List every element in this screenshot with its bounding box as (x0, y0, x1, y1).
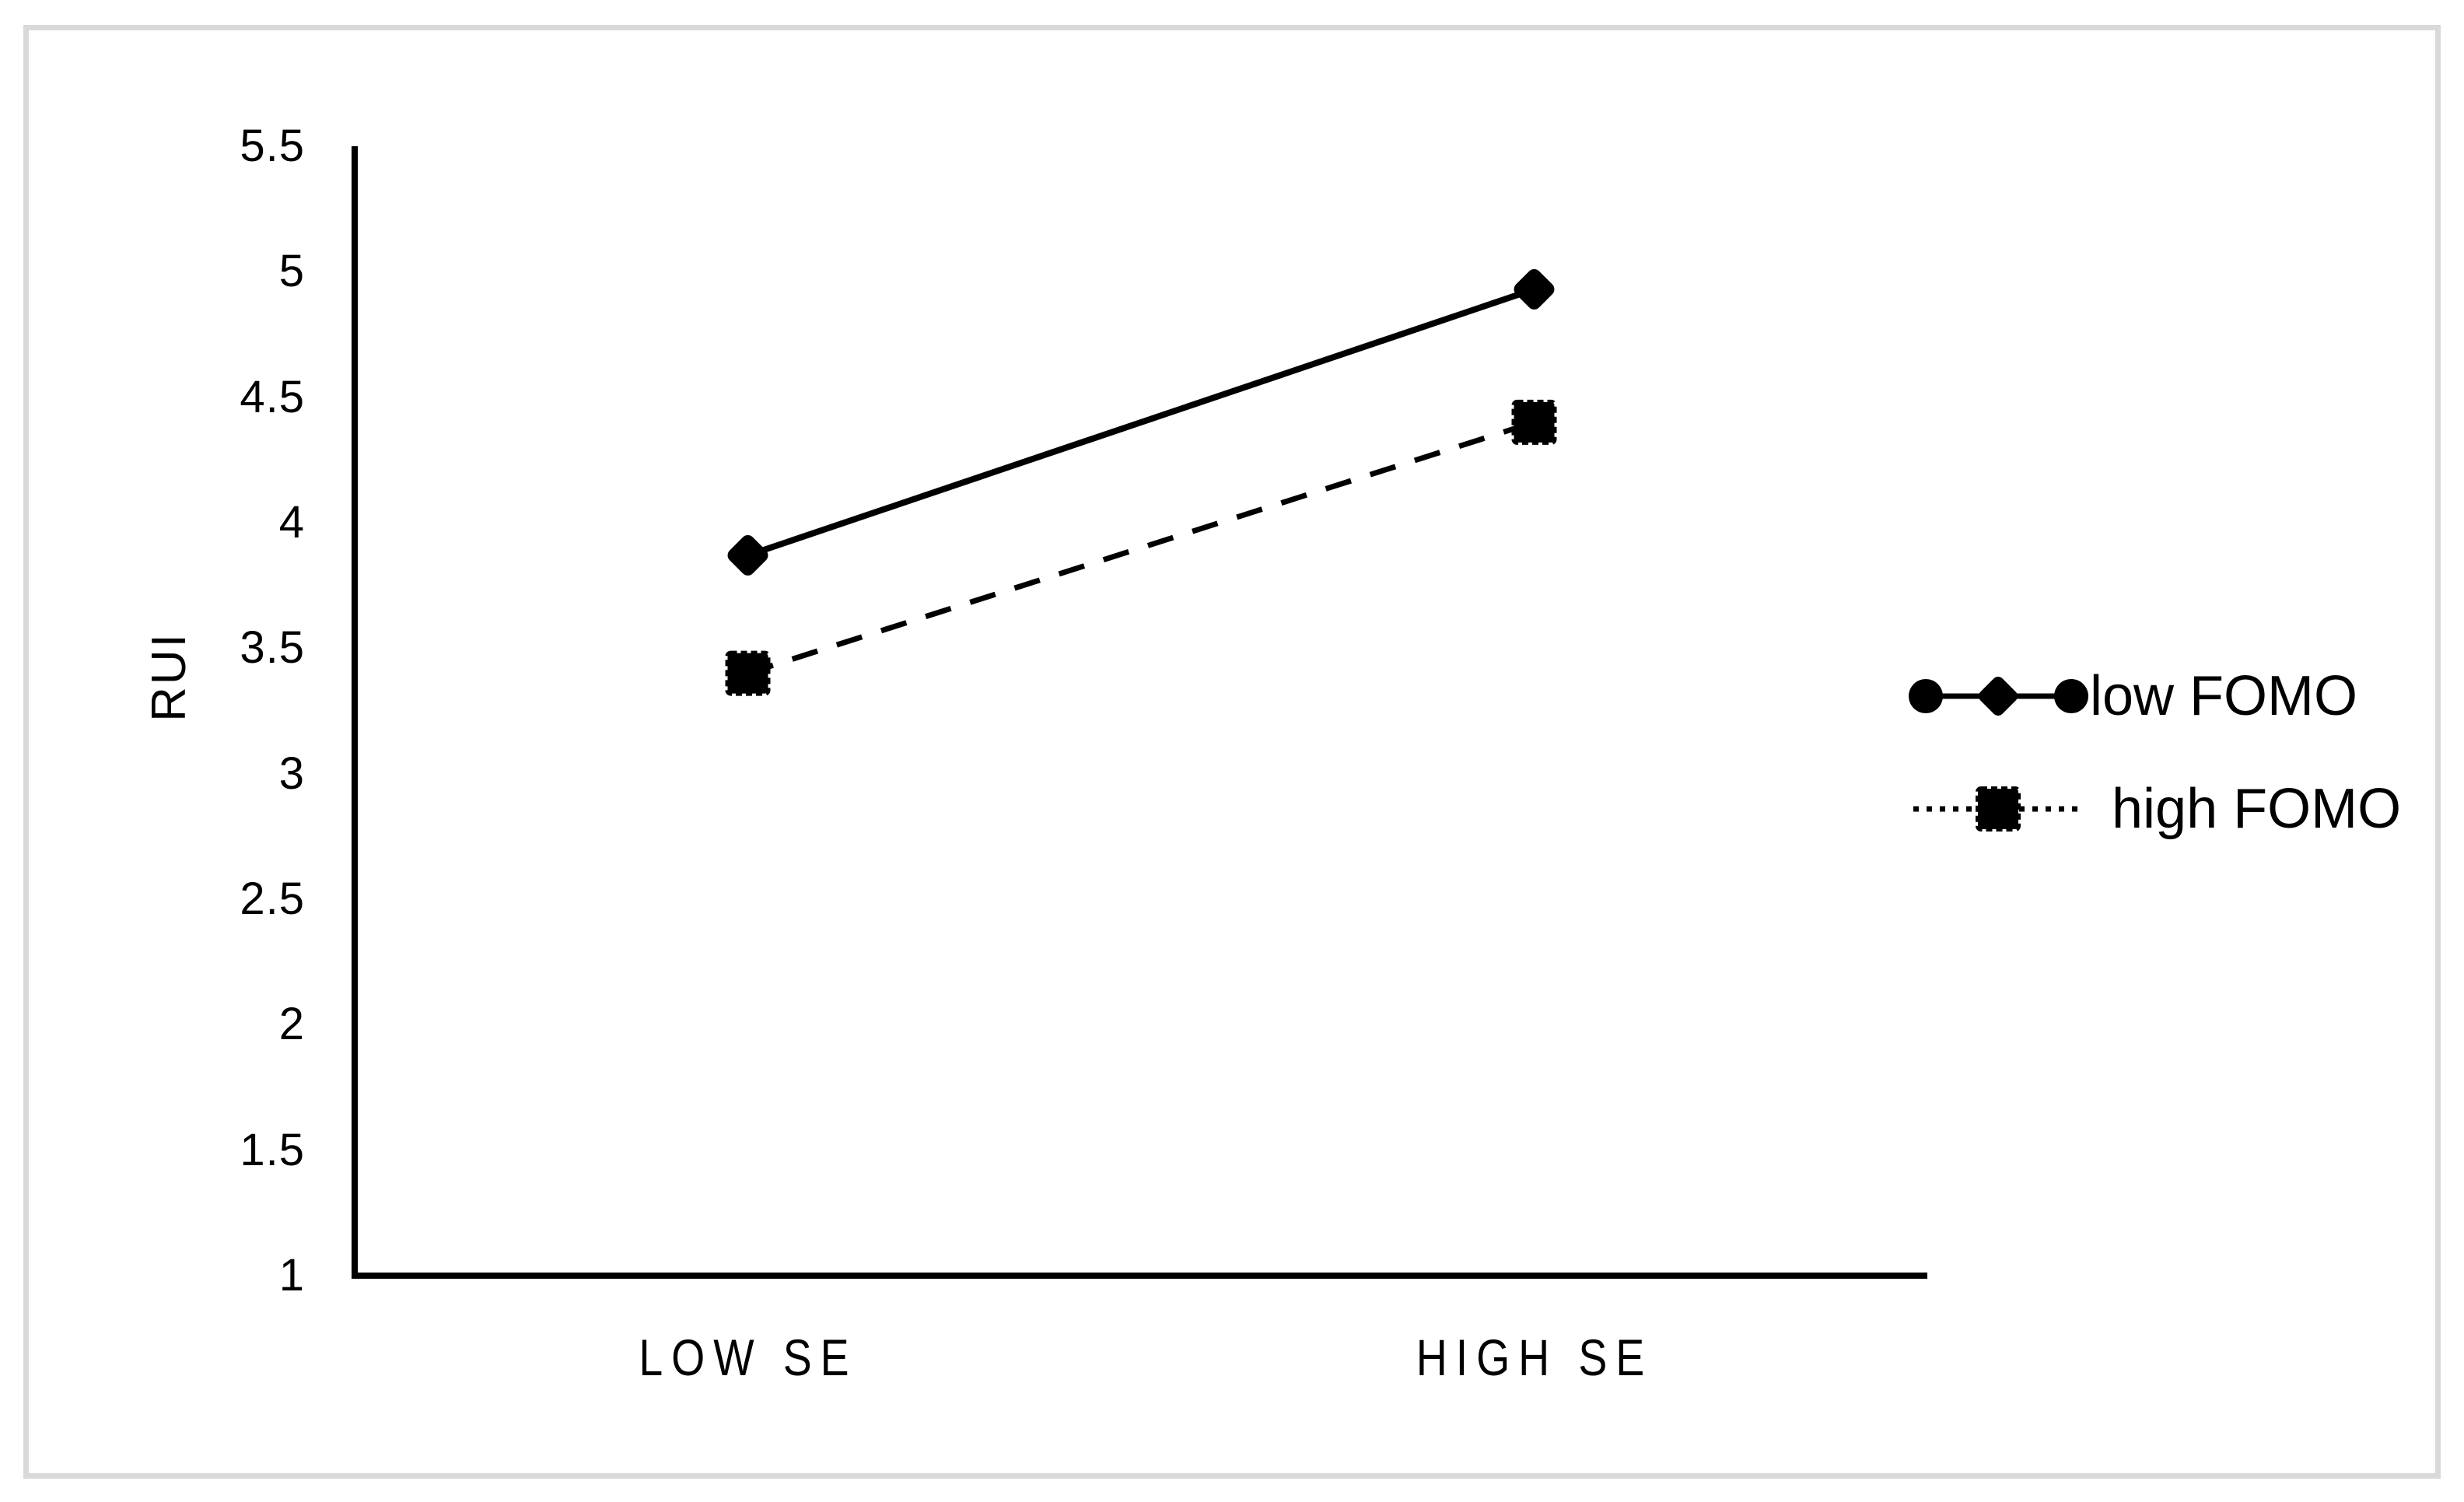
y-tick-label: 4.5 (240, 371, 305, 422)
y-tick-label: 2.5 (240, 874, 305, 924)
y-tick-label: 5.5 (240, 121, 305, 171)
marker-diamond-low-FOMO-LOW-SE (727, 534, 768, 576)
legend-label: low FOMO (2090, 665, 2358, 727)
series-line-high-FOMO (747, 419, 1535, 676)
legend-label: high FOMO (2112, 778, 2402, 840)
x-category-label: LOW SE (638, 1329, 858, 1386)
y-tick-label: 1 (278, 1250, 305, 1301)
legend-item-high-FOMO: high FOMO (1907, 774, 2401, 844)
x-category-label: HIGH SE (1416, 1329, 1653, 1386)
y-tick-label: 2 (278, 999, 305, 1050)
legend-item-low-FOMO: low FOMO (1907, 661, 2357, 731)
marker-diamond-low-FOMO-HIGH-SE (1514, 268, 1555, 310)
legend-swatch-solid (1909, 677, 2088, 716)
legend-swatch-dotted (1913, 786, 2084, 832)
series-line-low-FOMO (747, 286, 1535, 558)
marker-square-high-FOMO-LOW-SE (725, 650, 771, 696)
y-axis-title: RUI (142, 632, 196, 722)
y-tick-label: 3 (278, 747, 305, 799)
y-tick-label: 4 (278, 497, 305, 548)
y-tick-label: 3.5 (240, 622, 305, 674)
marker-square-high-FOMO-HIGH-SE (1511, 399, 1557, 445)
y-tick-label: 5 (278, 246, 305, 297)
y-tick-label: 1.5 (240, 1124, 305, 1175)
